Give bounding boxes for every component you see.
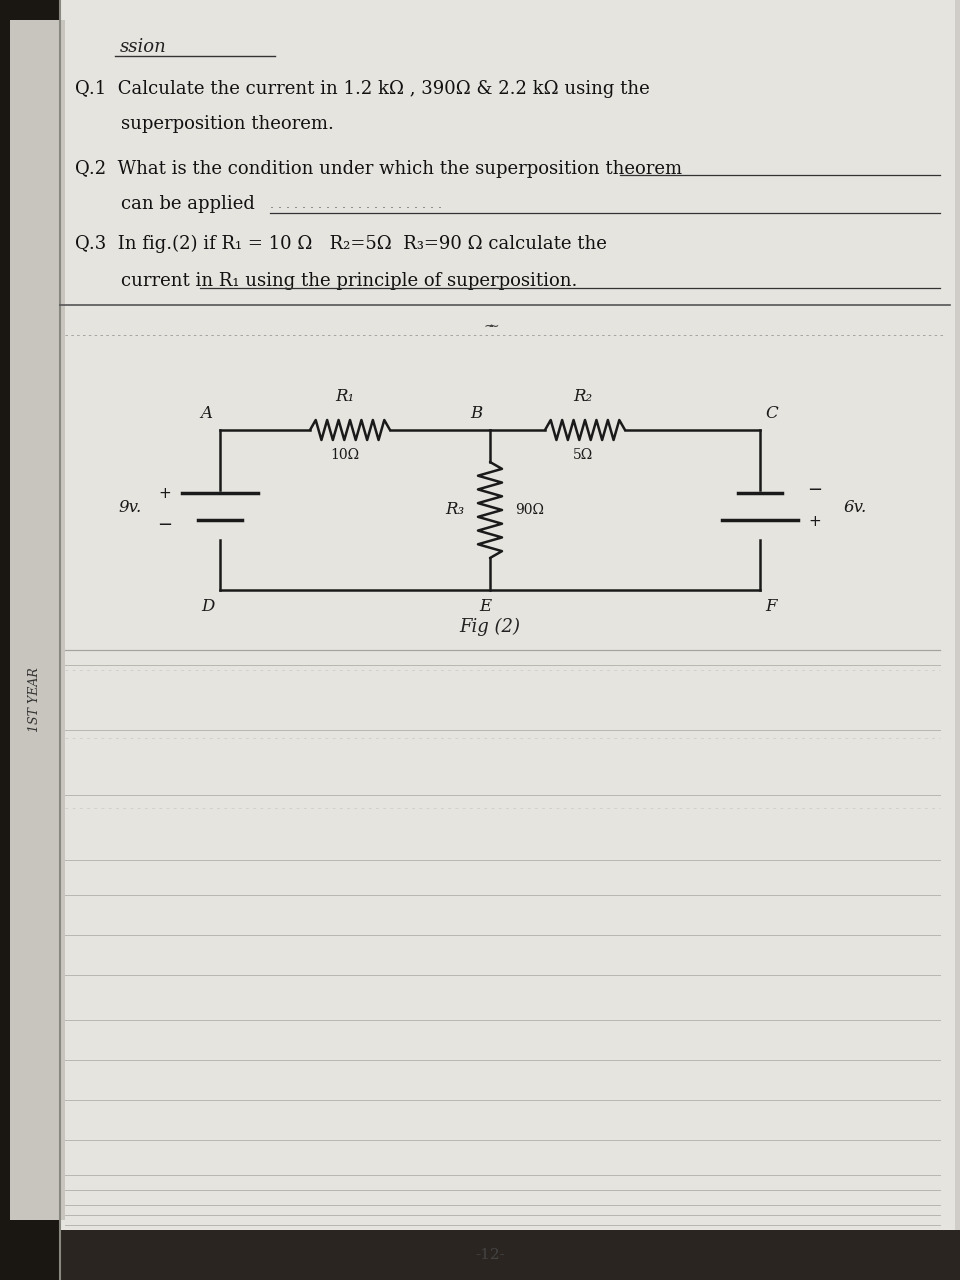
Bar bbox=[955, 0, 960, 1230]
Text: −: − bbox=[807, 481, 823, 499]
Text: Fig (2): Fig (2) bbox=[460, 618, 520, 636]
Text: R₁: R₁ bbox=[335, 388, 354, 404]
Text: 9v.: 9v. bbox=[118, 499, 142, 517]
Text: R₂: R₂ bbox=[573, 388, 592, 404]
Text: +: + bbox=[808, 515, 822, 530]
Text: -12-: -12- bbox=[475, 1248, 505, 1262]
Text: +: + bbox=[158, 485, 172, 500]
Text: Q.2  What is the condition under which the superposition theorem: Q.2 What is the condition under which th… bbox=[75, 160, 683, 178]
Bar bbox=[10, 20, 65, 1220]
Text: Q.1  Calculate the current in 1.2 kΩ , 390Ω & 2.2 kΩ using the: Q.1 Calculate the current in 1.2 kΩ , 39… bbox=[75, 79, 650, 99]
Bar bbox=[0, 0, 60, 1280]
Text: ssion: ssion bbox=[120, 38, 167, 56]
Text: can be applied: can be applied bbox=[75, 195, 254, 212]
Text: 90Ω: 90Ω bbox=[516, 503, 544, 517]
Text: A: A bbox=[200, 404, 212, 422]
Text: B: B bbox=[469, 404, 482, 422]
Text: R₃: R₃ bbox=[445, 502, 465, 518]
Text: $\sim\!\!\!\hat{}\!\!\!\sim$: $\sim\!\!\!\hat{}\!\!\!\sim$ bbox=[481, 317, 499, 332]
Text: . . . . . . . . . . . . . . . . . . . . . .: . . . . . . . . . . . . . . . . . . . . … bbox=[270, 198, 442, 211]
Text: superposition theorem.: superposition theorem. bbox=[75, 115, 334, 133]
Text: 10Ω: 10Ω bbox=[330, 448, 360, 462]
Text: −: − bbox=[157, 516, 173, 534]
Text: 1ST YEAR: 1ST YEAR bbox=[29, 668, 41, 732]
Text: 6v.: 6v. bbox=[844, 499, 867, 517]
Text: Q.3  In fig.(2) if R₁ = 10 Ω   R₂=5Ω  R₃=90 Ω calculate the: Q.3 In fig.(2) if R₁ = 10 Ω R₂=5Ω R₃=90 … bbox=[75, 236, 607, 253]
Text: current in R₁ using the principle of superposition.: current in R₁ using the principle of sup… bbox=[75, 271, 577, 291]
Text: C: C bbox=[765, 404, 778, 422]
Text: F: F bbox=[765, 598, 777, 614]
Text: D: D bbox=[202, 598, 215, 614]
Text: E: E bbox=[479, 598, 492, 614]
Text: 5Ω: 5Ω bbox=[573, 448, 593, 462]
